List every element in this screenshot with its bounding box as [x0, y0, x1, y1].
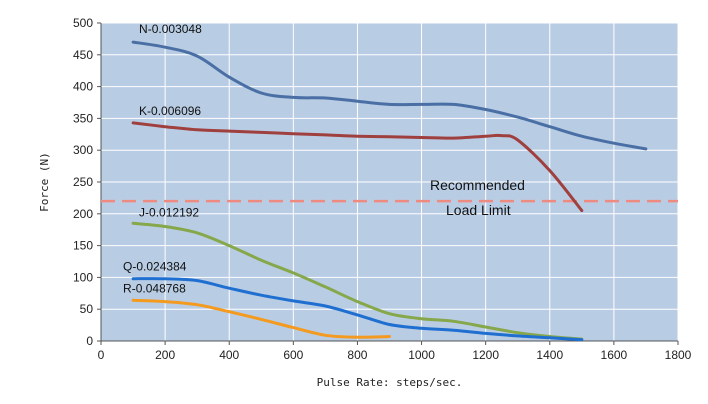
- series-label-k: K-0.006096: [139, 104, 201, 118]
- series-lines: [131, 40, 648, 342]
- x-tick-label: 800: [347, 348, 367, 362]
- x-tick-label: 1000: [408, 348, 435, 362]
- x-tick-label: 1200: [472, 348, 499, 362]
- recommended-load-limit-label-line1: Recommended: [430, 177, 525, 193]
- y-tick-label: 500: [73, 16, 93, 30]
- y-tick-label: 100: [73, 270, 93, 284]
- series-label-j: J-0.012192: [139, 205, 199, 219]
- y-tick-label: 0: [86, 334, 93, 348]
- series-line-q: [131, 277, 584, 342]
- recommended-load-limit-label-line2: Load Limit: [446, 202, 511, 218]
- series-label-q: Q-0.024384: [123, 260, 187, 274]
- gridlines: [100, 22, 679, 342]
- y-tick-label: 300: [73, 143, 93, 157]
- y-tick-label: 450: [73, 48, 93, 62]
- y-tick-label: 350: [73, 111, 93, 125]
- y-tick-label: 400: [73, 80, 93, 94]
- series-line-k: [131, 121, 584, 213]
- series-line-n: [131, 40, 648, 151]
- axes: 0 50 100 150 200 250 300 350 400 450 500 0 200 400 600…: [73, 16, 692, 362]
- x-tick-label: 400: [219, 348, 239, 362]
- y-axis-title: Force (N): [38, 152, 51, 212]
- x-tick-label: 600: [283, 348, 303, 362]
- y-tick-label: 250: [73, 175, 93, 189]
- x-tick-label: 1600: [601, 348, 628, 362]
- x-tick-label: 0: [98, 348, 105, 362]
- series-line-r: [131, 298, 391, 339]
- y-tick-label: 200: [73, 207, 93, 221]
- series-labels: N-0.003048 K-0.006096 J-0.012192 Q-0.024384…: [123, 22, 202, 295]
- x-tick-label: 200: [155, 348, 175, 362]
- y-tick-label: 50: [80, 302, 94, 316]
- x-tick-label: 1400: [536, 348, 563, 362]
- series-label-r: R-0.048768: [123, 281, 186, 295]
- y-tick-label: 150: [73, 239, 93, 253]
- series-line-j: [131, 221, 584, 341]
- x-tick-label: 1800: [665, 348, 692, 362]
- x-axis-title: Pulse Rate: steps/sec.: [317, 376, 463, 389]
- series-label-n: N-0.003048: [139, 22, 202, 36]
